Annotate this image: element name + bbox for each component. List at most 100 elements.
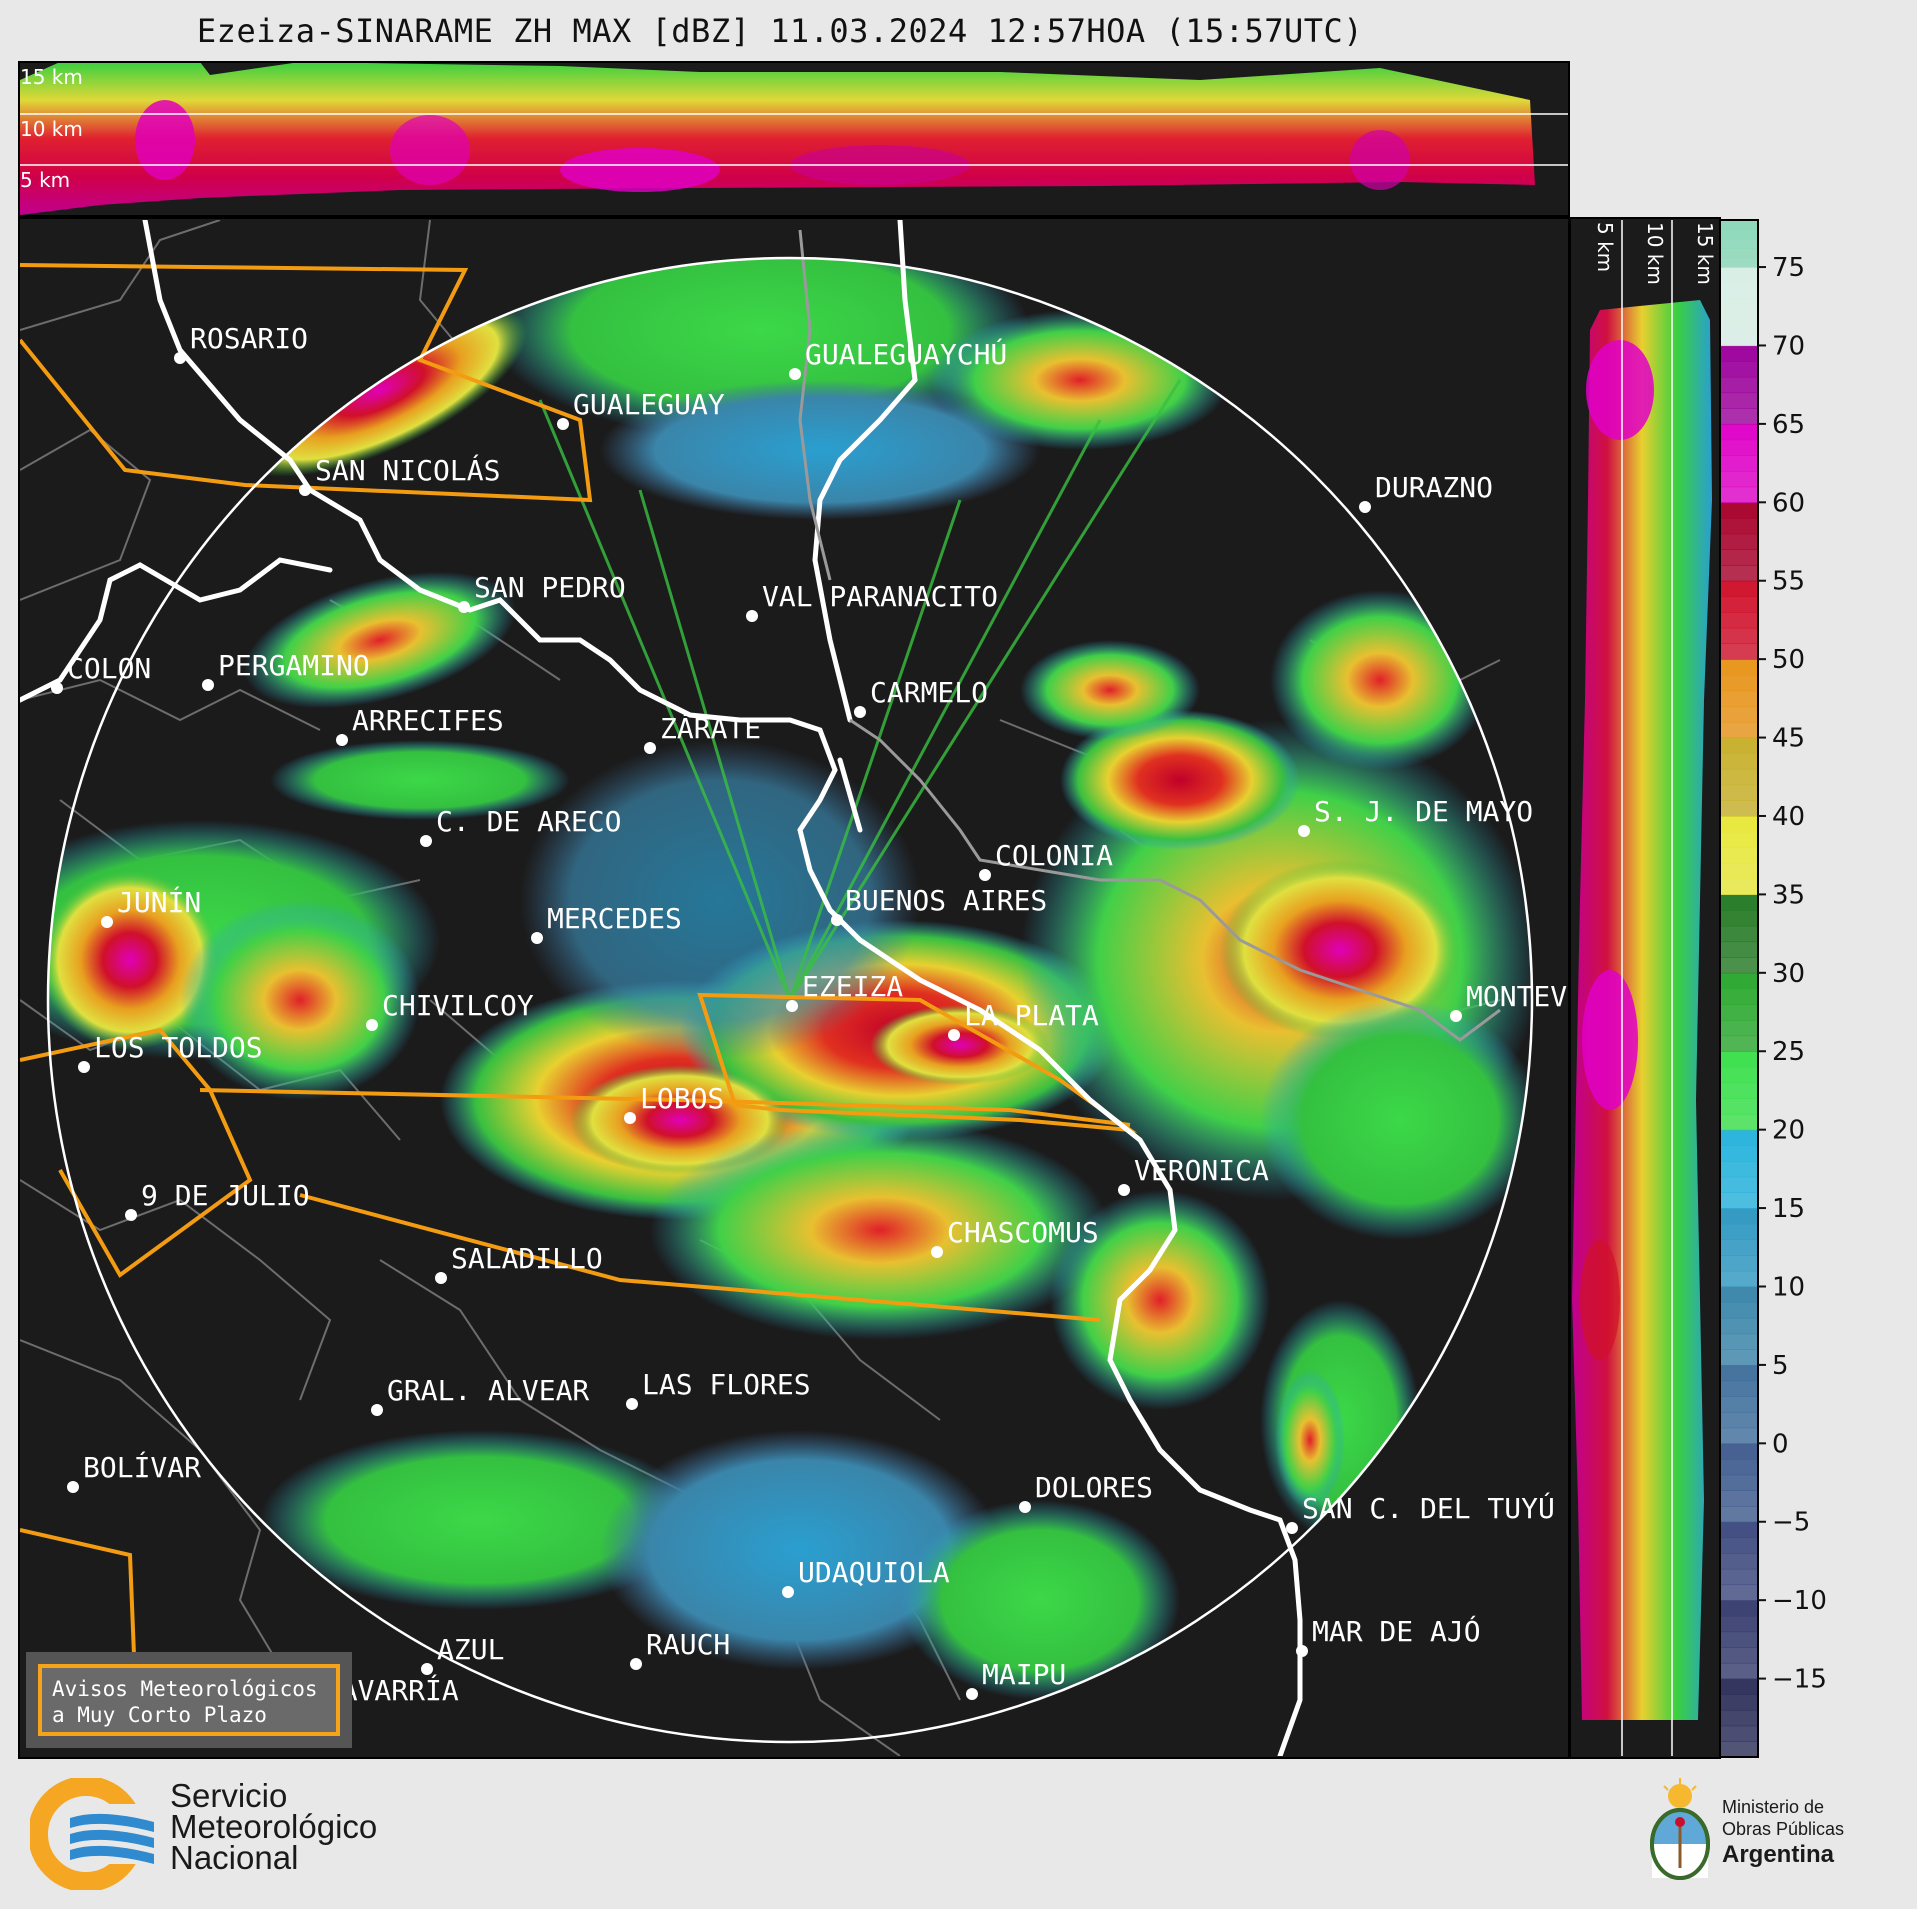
- colorbar-swatch: [1720, 1270, 1758, 1288]
- smn-line-1: Servicio: [170, 1777, 288, 1814]
- city-marker-veronica: [1118, 1184, 1130, 1196]
- colorbar-swatch: [1720, 376, 1758, 394]
- colorbar-tick-label: −10: [1772, 1586, 1827, 1616]
- colorbar-swatch: [1720, 1709, 1758, 1727]
- city-marker-junin: [101, 916, 113, 928]
- city-marker-bolivar: [67, 1481, 79, 1493]
- colorbar-swatch: [1720, 1129, 1758, 1146]
- city-marker-mercedes: [531, 932, 543, 944]
- colorbar-swatch: [1720, 248, 1758, 259]
- colorbar-swatch: [1720, 1396, 1758, 1413]
- city-label-saladillo: SALADILLO: [451, 1242, 603, 1275]
- colorbar-tick-label: 55: [1772, 567, 1805, 597]
- colorbar-swatch: [1720, 1223, 1758, 1241]
- city-label-rauch: RAUCH: [646, 1628, 730, 1661]
- city-marker-zarate: [644, 742, 656, 754]
- city-label-san-nicolas: SAN NICOLÁS: [315, 453, 500, 487]
- colorbar-swatch: [1720, 1380, 1758, 1397]
- colorbar-swatch: [1720, 721, 1758, 739]
- city-label-lobos: LOBOS: [640, 1082, 724, 1115]
- city-marker-rauch: [630, 1658, 642, 1670]
- colorbar-tick-label: 20: [1772, 1116, 1805, 1146]
- colorbar-swatch: [1720, 1647, 1758, 1664]
- colorbar-swatch: [1720, 408, 1758, 425]
- colorbar-swatch: [1720, 1176, 1758, 1193]
- colorbar-swatch: [1720, 267, 1758, 284]
- colorbar-swatch: [1720, 1678, 1758, 1695]
- city-marker-montevideo: [1450, 1010, 1462, 1022]
- side-cross-section: 5 km 10 km 15 km: [1569, 217, 1721, 1759]
- colorbar-swatch: [1720, 815, 1758, 833]
- colorbar-swatch: [1720, 439, 1758, 456]
- chart-title: Ezeiza-SINARAME ZH MAX [dBZ] 11.03.2024 …: [196, 12, 1364, 50]
- colorbar-swatch: [1720, 1035, 1758, 1052]
- colorbar-swatch: [1720, 1411, 1758, 1429]
- colorbar-tick-label: 45: [1772, 724, 1805, 754]
- side-height-label-15: 15 km: [1693, 222, 1717, 285]
- colorbar-swatch: [1720, 1239, 1758, 1256]
- colorbar-swatch: [1720, 690, 1758, 707]
- colorbar-swatch: [1720, 925, 1758, 943]
- city-label-carmelo: CARMELO: [870, 676, 988, 709]
- colorbar-swatch: [1720, 1051, 1758, 1068]
- city-label-san-c-del-tuyu: SAN C. DEL TUYÚ: [1302, 1491, 1555, 1525]
- city-marker-udaquiola: [782, 1586, 794, 1598]
- city-marker-la-plata: [948, 1029, 960, 1041]
- colorbar-swatch: [1720, 1349, 1758, 1366]
- city-marker-gral-alvear: [371, 1404, 383, 1416]
- city-marker-las-flores: [626, 1398, 638, 1410]
- city-marker-saladillo: [435, 1272, 447, 1284]
- city-marker-los-toldos: [78, 1061, 90, 1073]
- colorbar-swatch: [1720, 596, 1758, 613]
- colorbar-swatch: [1720, 910, 1758, 927]
- colorbar-swatch: [1720, 1302, 1758, 1319]
- city-marker-lobos: [624, 1112, 636, 1124]
- city-label-veronica: VERONICA: [1134, 1154, 1269, 1187]
- range-ring: [46, 256, 1534, 1744]
- colorbar-swatches: [1720, 220, 1758, 1758]
- city-marker-gualeguaychu: [789, 368, 801, 380]
- city-label-val-paranacito: VAL PARANACITO: [762, 580, 998, 613]
- city-label-azul: AZUL: [437, 1633, 504, 1666]
- colorbar-swatch: [1720, 502, 1758, 519]
- colorbar-swatch: [1720, 784, 1758, 801]
- colorbar-swatch: [1720, 1161, 1758, 1178]
- colorbar-swatch: [1720, 1192, 1758, 1209]
- smn-logo: Servicio Meteorológico Nacional: [30, 1778, 450, 1890]
- colorbar-tick-label: 0: [1772, 1429, 1789, 1459]
- top-cross-section: 15 km 10 km 5 km: [18, 61, 1570, 217]
- colorbar-swatch: [1720, 894, 1758, 911]
- city-label-9-de-julio: 9 DE JULIO: [141, 1179, 310, 1212]
- side-height-label-5: 5 km: [1593, 222, 1617, 272]
- city-label-las-flores: LAS FLORES: [642, 1368, 811, 1401]
- ministry-logo: Ministerio de Obras Públicas Argentina: [1640, 1778, 1910, 1898]
- city-label-ezeiza: EZEIZA: [802, 970, 903, 1003]
- city-marker-c-de-areco: [420, 835, 432, 847]
- city-marker-chascomus: [931, 1246, 943, 1258]
- city-marker-san-pedro: [458, 601, 470, 613]
- city-label-buenos-aires: BUENOS AIRES: [845, 884, 1047, 917]
- colorbar-swatch: [1720, 1255, 1758, 1272]
- reflectivity-field: [48, 258, 1532, 1700]
- colorbar-tick-label: 70: [1772, 331, 1805, 361]
- colorbar-swatch: [1720, 753, 1758, 770]
- colorbar-swatch: [1720, 1066, 1758, 1084]
- city-label-san-pedro: SAN PEDRO: [474, 571, 626, 604]
- colorbar-tick-label: 50: [1772, 645, 1805, 675]
- coastline-rivers: [20, 220, 1303, 1756]
- colorbar-tick-label: 30: [1772, 959, 1805, 989]
- city-marker-buenos-aires: [831, 914, 843, 926]
- city-marker-san-nicolas: [299, 484, 311, 496]
- city-label-gualeguaychu: GUALEGUAYCHÚ: [805, 337, 1007, 371]
- city-marker-dolores: [1019, 1501, 1031, 1513]
- city-label-montevideo: MONTEVIDEO: [1466, 980, 1635, 1013]
- colorbar-swatch: [1720, 1427, 1758, 1444]
- city-marker-arrecifes: [336, 734, 348, 746]
- colorbar-swatch: [1720, 1443, 1758, 1460]
- city-label-arrecifes: ARRECIFES: [352, 704, 504, 737]
- city-label-mercedes: MERCEDES: [547, 902, 682, 935]
- colorbar-tick-label: −15: [1772, 1665, 1827, 1695]
- colorbar-swatch: [1720, 1333, 1758, 1350]
- top-height-label-15: 15 km: [20, 65, 83, 89]
